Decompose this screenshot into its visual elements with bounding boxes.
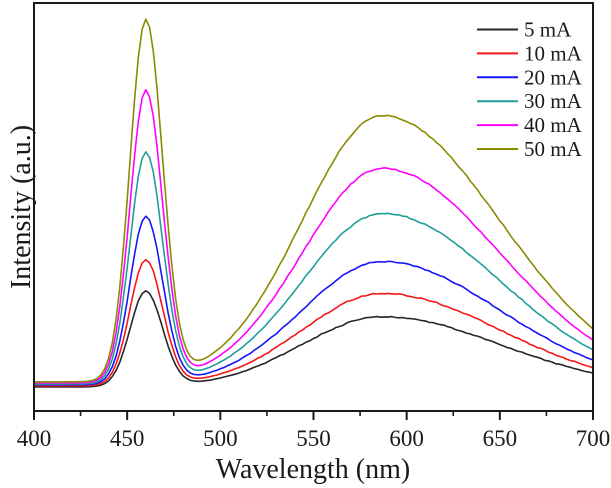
x-tick-label: 700 [576,426,611,451]
legend-label: 5 mA [524,18,572,42]
legend-item: 20 mA [477,65,583,89]
spectrum-curve-20mA [33,215,594,386]
legend-label: 40 mA [524,113,583,137]
x-axis-label: Wavelength (nm) [216,454,410,485]
legend-item: 10 mA [477,41,583,65]
legend-label: 10 mA [524,41,583,65]
x-tick-label: 550 [296,426,331,451]
spectrum-curve-10mA [33,258,594,387]
legend-label: 20 mA [524,65,583,89]
y-axis-label: Intensity (a.u.) [6,125,37,289]
x-tick-label: 650 [483,426,518,451]
legend-item: 40 mA [477,113,583,137]
x-tick-label: 400 [17,426,52,451]
legend-label: 30 mA [524,89,583,113]
x-axis-ticks: 400 450 500 550 600 650 700 [17,411,611,451]
legend-label: 50 mA [524,137,583,161]
spectrum-curve-30mA [33,151,594,385]
x-tick-label: 450 [110,426,145,451]
legend-item: 50 mA [477,137,583,161]
spectrum-curve-50mA [33,18,594,383]
spectrum-curve-5mA [33,289,594,388]
x-tick-label: 500 [203,426,238,451]
legend-item: 30 mA [477,89,583,113]
spectrum-curve-40mA [33,88,594,384]
spectra-curves [33,18,594,388]
legend-item: 5 mA [477,18,572,42]
x-tick-label: 600 [389,426,424,451]
